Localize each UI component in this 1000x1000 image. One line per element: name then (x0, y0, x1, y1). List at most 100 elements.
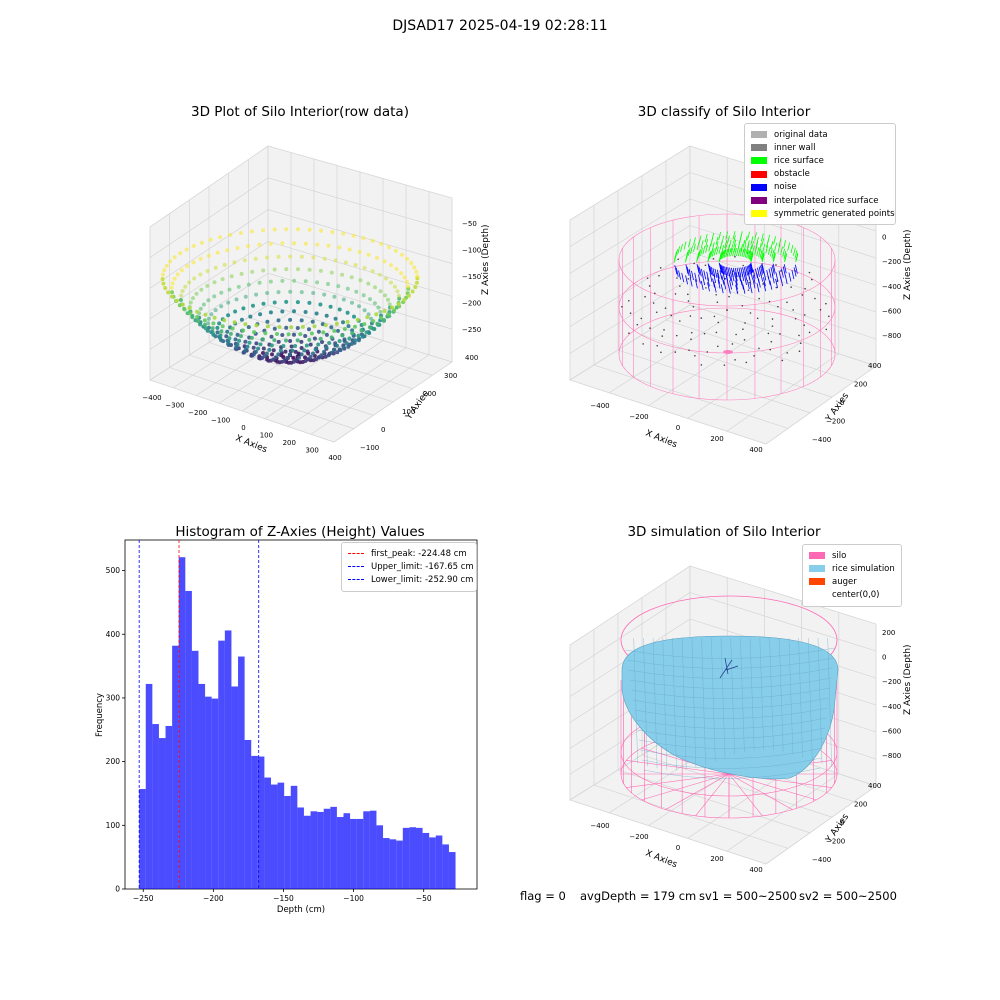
rice-surface-point (677, 246, 681, 255)
raw-point (397, 296, 402, 301)
raw-point (183, 284, 188, 289)
inner-wall-point (781, 359, 784, 362)
raw-point (195, 309, 200, 314)
noise-point (793, 267, 797, 277)
rice-surface-point (711, 232, 715, 242)
histogram-bar (185, 590, 192, 889)
noise-point (697, 265, 701, 275)
inner-wall-point (717, 321, 720, 324)
raw-point (210, 326, 215, 331)
inner-wall-point (808, 331, 811, 334)
y-tick-label: 0 (115, 885, 120, 894)
inner-wall-point (621, 305, 623, 308)
silo-center-marker (723, 350, 733, 354)
rice-surface-point (766, 239, 769, 248)
raw-point (251, 345, 256, 350)
raw-point (218, 333, 223, 338)
noise-point (734, 267, 738, 278)
raw-point (278, 348, 283, 353)
rice-surface-point (759, 249, 763, 259)
inner-wall-point (828, 315, 830, 318)
raw-point (303, 334, 308, 338)
rice-surface-point (792, 247, 796, 256)
inner-wall-point (694, 354, 696, 357)
raw-3d-plot[interactable]: −400 −300 −200 −100 0 100 200 300 400 −100 0 100 20… (130, 130, 500, 470)
noise-point (783, 264, 787, 274)
raw-y-tick-label: 400 (465, 354, 478, 362)
raw-point (308, 342, 313, 347)
simulation-z-tick-label: −400 (882, 703, 901, 711)
noise-point (689, 277, 693, 287)
raw-point (254, 323, 259, 328)
simulation-y-tick-label: −400 (812, 856, 831, 864)
raw-point (295, 338, 300, 343)
inner-wall-point (712, 257, 715, 260)
rice-surface-point (758, 242, 762, 251)
noise-point (719, 270, 723, 280)
noise-point (782, 266, 786, 276)
rice-surface-point (770, 241, 774, 250)
simulation-y-tick-label: 400 (868, 782, 881, 790)
raw-point (290, 348, 295, 353)
raw-point (284, 299, 289, 304)
raw-point (234, 297, 239, 302)
grid-line (617, 769, 811, 834)
raw-point (283, 349, 288, 354)
raw-point (226, 300, 231, 305)
noise-point (757, 278, 761, 288)
simulation-x-tick-label: 400 (749, 866, 762, 874)
simulation-x-tick-label: 200 (710, 855, 723, 863)
status-sv2: sv2 = 500~2500 (799, 889, 897, 903)
rice-surface-point (774, 242, 778, 251)
inner-wall-point (687, 300, 690, 302)
noise-point (784, 274, 788, 284)
noise-point (730, 267, 734, 277)
raw-point (356, 338, 361, 343)
raw-point (321, 330, 326, 335)
raw-point (296, 227, 300, 232)
raw-point (194, 291, 199, 296)
raw-point (238, 231, 243, 235)
raw-point (297, 355, 301, 360)
inner-wall-point (769, 348, 772, 351)
raw-point (276, 352, 281, 357)
raw-point (265, 291, 270, 295)
legend-swatch (809, 592, 825, 599)
raw-point (232, 260, 237, 265)
rice-surface-point (718, 231, 722, 241)
raw-point (334, 321, 339, 326)
raw-point (382, 309, 387, 313)
raw-point (272, 300, 277, 305)
rice-surface-point (722, 250, 726, 259)
raw-point (185, 311, 190, 316)
inner-wall-point (663, 329, 665, 331)
raw-point (326, 282, 330, 286)
raw-point (347, 336, 352, 341)
raw-point (307, 327, 311, 332)
histogram-bar (336, 817, 344, 889)
raw-point (302, 348, 307, 353)
simulation-3d-plot[interactable]: −400 −200 0 200 400 −400 −200 0 200 400 200 0 −200… (560, 560, 920, 880)
rice-simulation-surface (621, 635, 839, 780)
raw-point (323, 354, 328, 359)
inner-wall-point (664, 307, 667, 309)
raw-point (353, 263, 358, 267)
rice-surface-point (744, 249, 748, 258)
rice-mesh-line (711, 637, 716, 762)
noise-point (741, 280, 744, 290)
raw-point (262, 354, 267, 359)
grid-line (593, 784, 789, 849)
rice-mesh-line (817, 637, 823, 764)
raw-point (163, 286, 168, 290)
legend-item-first-peak: first_peak: -224.48 cm (348, 547, 470, 560)
raw-point (205, 269, 210, 273)
histogram-bar (172, 645, 179, 889)
histogram-bar (205, 696, 212, 889)
histogram-chart[interactable]: −250 −200 −150 −100 −50 0 100 200 300 400 500 Dep… (80, 530, 500, 920)
raw-point (309, 331, 314, 336)
raw-point (291, 355, 296, 360)
histogram-bar (303, 815, 311, 889)
rice-surface-point (784, 253, 787, 262)
rice-surface-point (756, 247, 760, 256)
classify-x-tick-label: 0 (676, 424, 680, 432)
